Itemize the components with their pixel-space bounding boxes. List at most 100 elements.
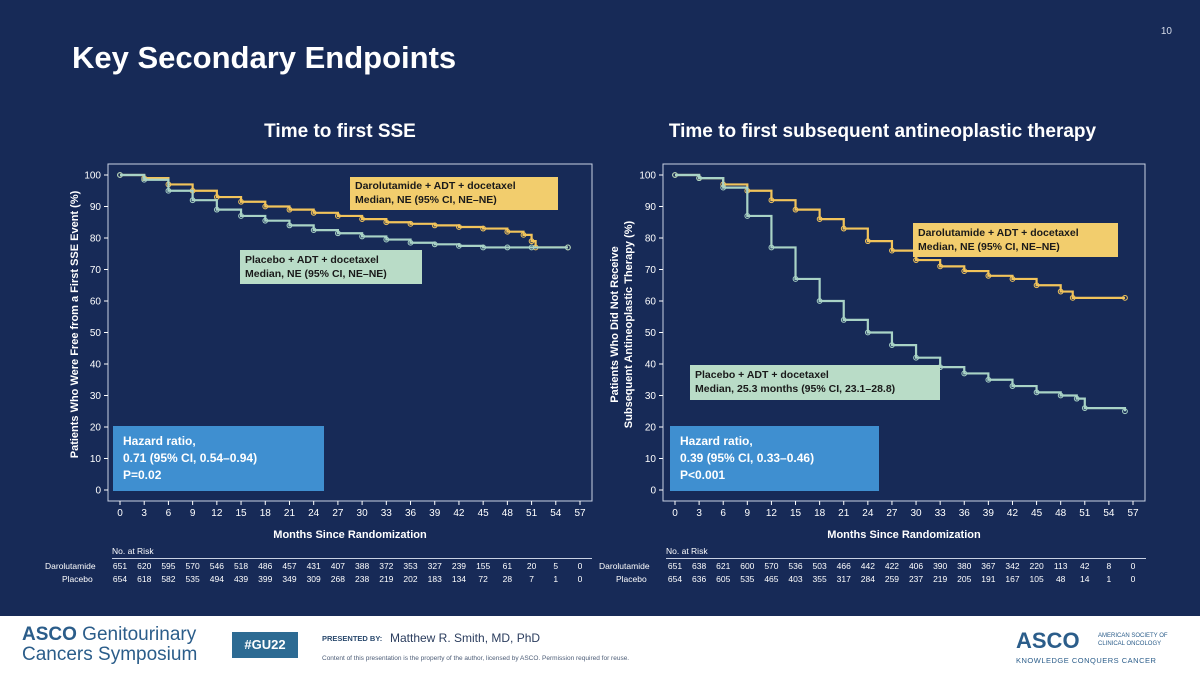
y-tick-label: 90	[645, 202, 657, 213]
data-point-darolutamide-right	[768, 197, 775, 204]
at-risk-value-right: 237	[909, 574, 923, 584]
x-tick-label: 48	[1055, 508, 1067, 519]
at-risk-value-left: 431	[307, 561, 321, 571]
at-risk-value-left: 202	[403, 574, 417, 584]
data-point-darolutamide-right	[937, 263, 944, 270]
data-point-placebo-right	[1081, 405, 1088, 412]
y-tick-label: 50	[645, 328, 657, 339]
y-tick-label: 60	[90, 297, 102, 308]
x-tick-label: 24	[862, 508, 874, 519]
asco-logo: ASCO	[1016, 628, 1080, 653]
x-tick-label: 54	[550, 508, 562, 519]
at-risk-value-left: 327	[428, 561, 442, 571]
x-tick-label: 48	[502, 508, 514, 519]
at-risk-value-left: 61	[503, 561, 513, 571]
x-tick-label: 9	[745, 508, 751, 519]
label-placebo-left: Placebo + ADT + docetaxel Median, NE (95…	[240, 250, 422, 284]
hazard-ratio-box-right: Hazard ratio, 0.39 (95% CI, 0.33–0.46) P…	[670, 426, 879, 491]
y-axis-title-line1-right: Patients Who Did Not Receive	[609, 246, 621, 402]
x-tick-label: 54	[1103, 508, 1115, 519]
y-tick-label: 50	[90, 328, 102, 339]
x-tick-label: 51	[1079, 508, 1091, 519]
data-point-placebo-right	[1033, 389, 1040, 396]
at-risk-value-right: 535	[740, 574, 754, 584]
at-risk-value-left: 654	[113, 574, 127, 584]
at-risk-header-left: No. at Risk	[112, 546, 154, 556]
x-tick-label: 39	[983, 508, 995, 519]
y-tick-label: 20	[645, 423, 657, 434]
data-point-darolutamide-left	[520, 231, 527, 238]
x-tick-label: 57	[1127, 508, 1139, 519]
y-tick-label: 100	[639, 171, 656, 182]
y-tick-label: 80	[90, 234, 102, 245]
data-point-darolutamide-left	[456, 224, 462, 230]
at-risk-value-left: 595	[161, 561, 175, 571]
at-risk-value-right: 422	[885, 561, 899, 571]
at-risk-divider-right	[666, 558, 1146, 559]
x-tick-label: 18	[814, 508, 826, 519]
series-line-darolutamide-left	[120, 173, 568, 249]
at-risk-value-left: 238	[355, 574, 369, 584]
label-darolutamide-left: Darolutamide + ADT + docetaxel Median, N…	[350, 177, 558, 210]
x-axis-title-right: Months Since Randomization	[827, 529, 981, 541]
at-risk-value-left: 372	[379, 561, 393, 571]
at-risk-value-left: 5	[553, 561, 558, 571]
x-axis-title-left: Months Since Randomization	[273, 529, 427, 541]
data-point-placebo-left	[238, 213, 244, 219]
data-point-placebo-left	[165, 187, 172, 194]
at-risk-value-left: 309	[307, 574, 321, 584]
at-risk-value-left: 219	[379, 574, 393, 584]
at-risk-value-right: 1	[1107, 574, 1112, 584]
x-tick-label: 24	[308, 508, 320, 519]
data-point-placebo-left	[504, 244, 511, 251]
at-risk-value-right: 105	[1029, 574, 1043, 584]
at-risk-value-right: 219	[933, 574, 947, 584]
at-risk-value-left: 20	[527, 561, 537, 571]
presenter-name: Matthew R. Smith, MD, PhD	[390, 631, 541, 645]
at-risk-value-left: 349	[282, 574, 296, 584]
hazard-ratio-left-line3: P=0.02	[123, 468, 162, 482]
at-risk-value-left: 388	[355, 561, 369, 571]
at-risk-value-left: 546	[210, 561, 224, 571]
at-risk-value-left: 28	[503, 574, 513, 584]
y-tick-label: 90	[90, 202, 102, 213]
at-risk-value-right: 42	[1080, 561, 1090, 571]
data-point-darolutamide-right	[1033, 282, 1040, 289]
at-risk-row-label-left-1: Placebo	[62, 574, 93, 584]
data-point-placebo-left	[334, 230, 341, 237]
at-risk-value-right: 367	[981, 561, 995, 571]
data-point-placebo-right	[672, 172, 678, 178]
x-tick-label: 12	[766, 508, 778, 519]
at-risk-row-label-right-1: Placebo	[616, 574, 647, 584]
slide: Key Secondary Endpoints 10 Time to first…	[0, 0, 1200, 616]
y-tick-label: 60	[645, 297, 657, 308]
hazard-ratio-right-line3: P<0.001	[680, 468, 726, 482]
data-point-placebo-right	[792, 276, 799, 282]
at-risk-value-right: 654	[668, 574, 682, 584]
at-risk-value-left: 7	[529, 574, 534, 584]
at-risk-value-left: 486	[258, 561, 272, 571]
at-risk-value-left: 570	[186, 561, 200, 571]
x-tick-label: 33	[935, 508, 947, 519]
x-tick-label: 42	[1007, 508, 1019, 519]
x-tick-label: 0	[672, 508, 678, 519]
x-tick-label: 6	[166, 508, 172, 519]
x-tick-label: 12	[211, 508, 223, 519]
at-risk-divider-left	[112, 558, 592, 559]
x-tick-label: 6	[720, 508, 726, 519]
at-risk-value-right: 8	[1107, 561, 1112, 571]
at-risk-value-right: 390	[933, 561, 947, 571]
x-tick-label: 33	[381, 508, 393, 519]
at-risk-value-right: 465	[764, 574, 778, 584]
at-risk-value-left: 494	[210, 574, 224, 584]
logo-symposium-text: Cancers Symposium	[22, 644, 198, 665]
data-point-placebo-right	[1009, 383, 1016, 389]
x-tick-label: 0	[117, 508, 123, 519]
data-point-placebo-right	[985, 376, 992, 383]
at-risk-value-left: 399	[258, 574, 272, 584]
data-point-placebo-right	[889, 342, 895, 349]
y-axis-title-left: Patients Who Were Free from a First SSE …	[69, 190, 81, 458]
data-point-darolutamide-right	[913, 257, 919, 263]
data-point-darolutamide-left	[238, 198, 244, 205]
x-tick-label: 45	[1031, 508, 1043, 519]
